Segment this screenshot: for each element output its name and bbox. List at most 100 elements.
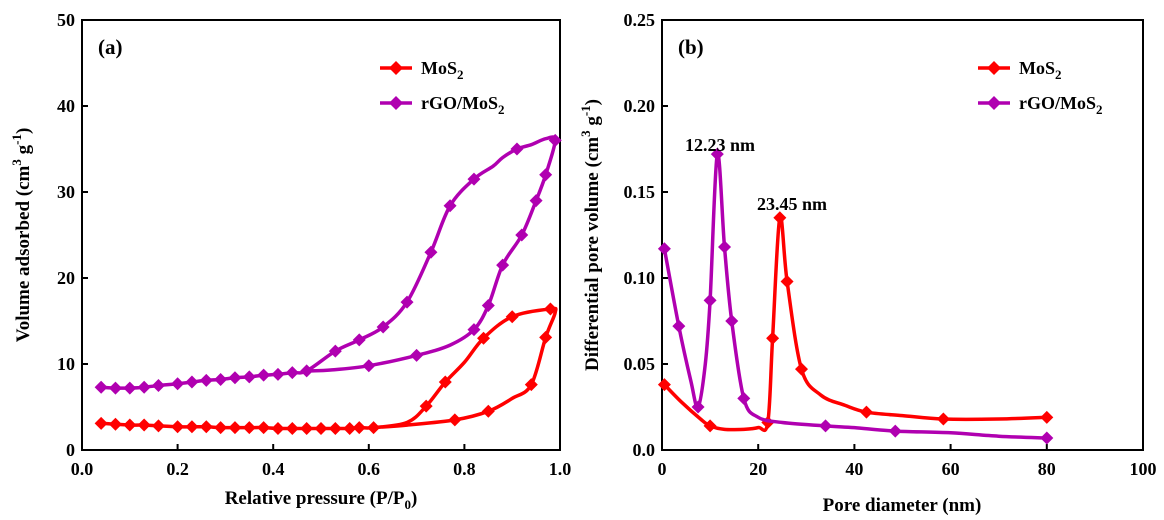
data-point-a-mos2-2: [123, 418, 137, 432]
data-point-a-rgo_mos2-28: [481, 299, 495, 313]
data-point-b-rgo_mos2-10: [1040, 431, 1054, 445]
data-point-b-mos2-0: [657, 378, 671, 392]
data-point-b-mos2-4: [773, 211, 787, 225]
data-point-a-rgo_mos2-15: [328, 344, 342, 358]
y-tick-label-b-1: 0.05: [624, 354, 656, 374]
data-point-a-rgo_mos2-3: [137, 380, 151, 394]
panel-a-series: [94, 133, 562, 435]
panel-a-ylabel: Volume adsorbed (cm3 g-1): [9, 128, 34, 343]
data-point-a-rgo_mos2-18: [400, 295, 414, 309]
data-point-b-rgo_mos2-2: [691, 400, 705, 414]
data-point-b-rgo_mos2-6: [725, 314, 739, 328]
legend-a-mos2-label: MoS2: [421, 58, 464, 82]
data-point-a-rgo_mos2-13: [285, 366, 299, 380]
data-point-a-mos2-19: [367, 421, 381, 435]
data-point-a-rgo_mos2-29: [467, 323, 481, 337]
y-tick-label-a-2: 20: [57, 268, 75, 288]
y-tick-label-b-4: 0.20: [624, 96, 656, 116]
annotation-12-23-nm: 12.23 nm: [685, 135, 755, 155]
y-tick-label-a-4: 40: [57, 96, 75, 116]
data-point-b-rgo_mos2-0: [657, 242, 671, 256]
data-point-a-mos2-5: [171, 420, 185, 434]
y-tick-label-a-5: 50: [57, 10, 75, 30]
data-point-a-mos2-10: [242, 421, 256, 435]
legend-b-mos2-marker: [987, 61, 1001, 75]
legend-b-rgo_mos2-marker: [987, 96, 1001, 110]
x-tick-label-a-4: 0.8: [453, 459, 476, 479]
data-point-b-rgo_mos2-4: [710, 147, 724, 161]
data-point-a-rgo_mos2-9: [228, 371, 242, 385]
data-point-a-mos2-28: [448, 413, 462, 427]
data-point-a-rgo_mos2-5: [171, 377, 185, 391]
data-point-a-rgo_mos2-16: [352, 333, 366, 347]
data-point-a-mos2-8: [214, 421, 228, 435]
panel-a-xlabel: Relative pressure (P/P0): [225, 488, 418, 512]
data-point-a-mos2-22: [477, 331, 491, 345]
x-tick-label-a-5: 1.0: [549, 459, 572, 479]
panel-b-series: [657, 147, 1054, 445]
data-point-a-mos2-7: [199, 420, 213, 434]
data-point-b-mos2-7: [859, 405, 873, 419]
data-point-a-rgo_mos2-17: [376, 320, 390, 334]
data-point-a-rgo_mos2-1: [108, 381, 122, 395]
data-point-a-mos2-27: [481, 404, 495, 418]
data-point-a-mos2-14: [300, 422, 314, 435]
data-point-a-mos2-12: [271, 422, 285, 435]
annotation-23-45-nm: 23.45 nm: [757, 194, 827, 214]
y-tick-label-a-0: 0: [66, 440, 75, 460]
x-tick-label-b-5: 100: [1130, 459, 1157, 479]
data-point-b-mos2-8: [936, 412, 950, 426]
data-point-b-rgo_mos2-9: [888, 424, 902, 438]
data-point-a-rgo_mos2-23: [548, 133, 562, 147]
panel-a-legend: MoS2 rGO/MoS2: [380, 58, 505, 117]
data-point-a-rgo_mos2-24: [539, 168, 553, 182]
x-tick-label-a-0: 0.0: [71, 459, 94, 479]
x-tick-label-b-0: 0: [658, 459, 667, 479]
legend-b-rgo-mos2-label: rGO/MoS2: [1019, 93, 1103, 117]
panel-b-ticks: 0 20 40 60 80 100 0.0 0.05 0.10 0.15 0.20 0.25: [624, 10, 1157, 479]
x-tick-label-a-1: 0.2: [166, 459, 189, 479]
data-point-a-mos2-21: [438, 375, 452, 389]
data-point-b-mos2-9: [1040, 410, 1054, 424]
data-point-b-mos2-3: [766, 331, 780, 345]
data-point-a-rgo_mos2-12: [271, 367, 285, 381]
x-tick-label-b-4: 80: [1038, 459, 1056, 479]
panel-a-label: (a): [98, 35, 123, 59]
data-point-a-mos2-11: [257, 421, 271, 435]
legend-a-rgo_mos2-marker: [389, 96, 403, 110]
data-point-a-rgo_mos2-7: [199, 373, 213, 387]
legend-b-mos2-label: MoS2: [1019, 58, 1062, 82]
data-point-b-rgo_mos2-1: [672, 319, 686, 333]
x-tick-label-a-2: 0.4: [262, 459, 285, 479]
data-point-a-rgo_mos2-4: [151, 379, 165, 392]
data-point-a-rgo_mos2-25: [529, 194, 543, 208]
data-point-a-mos2-20: [419, 399, 433, 413]
data-point-a-mos2-9: [228, 421, 242, 435]
data-point-a-rgo_mos2-22: [510, 142, 524, 156]
data-point-a-rgo_mos2-26: [515, 228, 529, 242]
x-tick-label-a-3: 0.6: [358, 459, 381, 479]
panel-b-frame: [661, 19, 1144, 451]
data-point-a-mos2-16: [328, 422, 342, 435]
y-tick-label-b-2: 0.10: [624, 268, 656, 288]
data-point-a-rgo_mos2-2: [123, 381, 137, 395]
data-point-a-mos2-1: [108, 417, 122, 431]
data-point-b-mos2-6: [794, 362, 808, 376]
y-tick-label-b-0: 0.0: [633, 440, 656, 460]
panel-a-ticks: 0.0 0.2 0.4 0.6 0.8 1.0 0 10 20 30 40 50: [57, 10, 571, 479]
data-point-a-rgo_mos2-10: [242, 370, 256, 384]
data-point-a-mos2-0: [94, 416, 108, 430]
y-tick-label-b-5: 0.25: [624, 10, 656, 30]
data-point-a-mos2-13: [285, 422, 299, 435]
data-point-a-rgo_mos2-19: [424, 245, 438, 259]
data-point-a-mos2-15: [314, 422, 328, 435]
data-point-a-mos2-24: [543, 302, 557, 316]
panel-b-label: (b): [678, 35, 704, 59]
y-tick-label-b-3: 0.15: [624, 182, 656, 202]
data-point-a-rgo_mos2-8: [214, 372, 228, 386]
series-line-a-rgo_mos2: [100, 135, 557, 390]
data-point-a-rgo_mos2-21: [467, 172, 481, 186]
data-point-a-mos2-3: [137, 418, 151, 432]
